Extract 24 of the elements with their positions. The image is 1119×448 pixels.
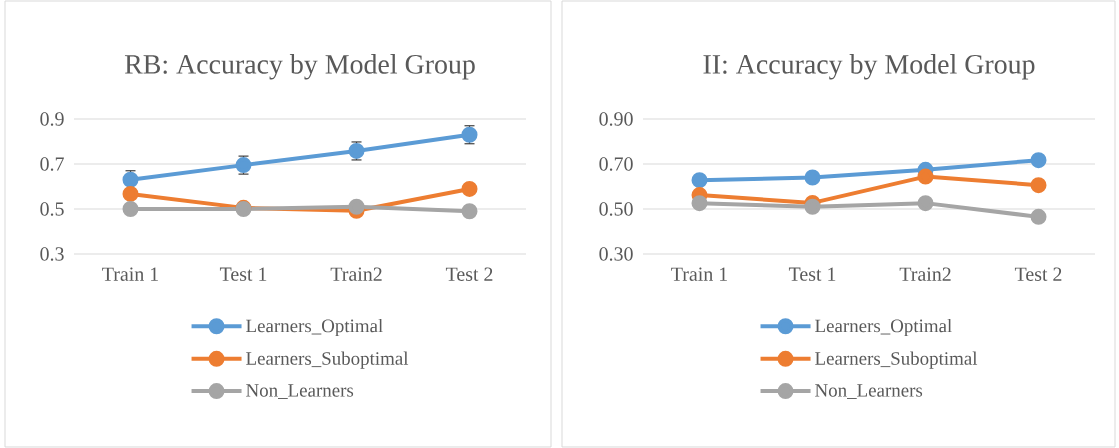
chart-title: II: Accuracy by Model Group: [703, 54, 1035, 80]
y-tick-label: 0.50: [599, 202, 633, 216]
x-tick-label: Test 1: [788, 267, 836, 281]
y-tick-label: 0.90: [599, 112, 633, 126]
x-tick-label: Test 2: [445, 267, 493, 281]
legend-label: Non_Learners: [246, 384, 354, 399]
y-tick-label: 0.9: [40, 112, 64, 126]
x-tick-label: Train 1: [102, 267, 158, 281]
legend-label: Learners_Suboptimal: [815, 351, 978, 369]
legend-label: Learners_Suboptimal: [246, 351, 409, 369]
y-tick-label: 0.7: [40, 157, 64, 171]
x-tick-label: Test 1: [219, 267, 267, 281]
legend-label: Learners_Optimal: [815, 318, 952, 337]
x-tick-label: Train 1: [671, 267, 727, 281]
chart-title: RB: Accuracy by Model Group: [124, 54, 475, 80]
y-tick-label: 0.3: [40, 247, 64, 261]
legend-label: Learners_Optimal: [246, 318, 383, 337]
y-tick-label: 0.70: [599, 157, 633, 171]
legend-label: Non_Learners: [815, 384, 923, 399]
y-tick-label: 0.30: [599, 247, 633, 261]
y-tick-label: 0.5: [40, 202, 64, 216]
x-tick-label: Test 2: [1014, 267, 1062, 281]
x-tick-label: Train2: [330, 267, 382, 281]
x-tick-label: Train2: [899, 267, 951, 281]
